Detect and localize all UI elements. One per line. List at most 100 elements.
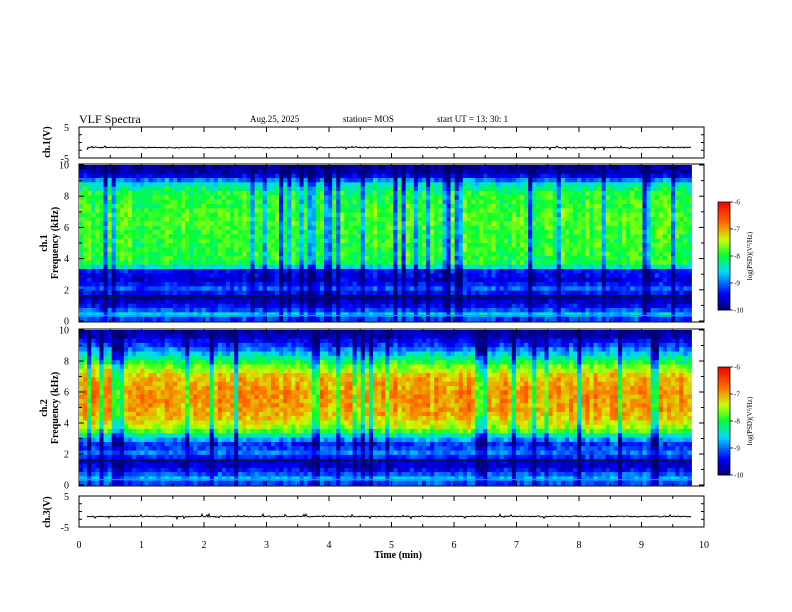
spectrogram-cell bbox=[438, 212, 443, 218]
spectrogram-cell bbox=[270, 191, 276, 196]
spectrogram-cell bbox=[487, 178, 492, 183]
spectrogram-cell bbox=[552, 251, 558, 257]
spectrogram-cell bbox=[626, 308, 631, 313]
spectrogram-cell bbox=[417, 303, 423, 309]
spectrogram-cell bbox=[471, 273, 476, 279]
spectrogram-cell bbox=[262, 273, 268, 279]
spectrogram-cell bbox=[462, 178, 468, 183]
spectrogram-cell bbox=[466, 230, 472, 235]
spectrogram-cell bbox=[348, 264, 353, 270]
spectrogram-cell bbox=[328, 225, 333, 231]
spectrogram-cell bbox=[377, 178, 382, 183]
spectrogram-cell bbox=[177, 199, 182, 205]
spectrogram-cell bbox=[479, 173, 484, 179]
spectrogram-cell bbox=[95, 217, 100, 222]
spectrogram-cell bbox=[377, 186, 382, 192]
spectrogram-cell bbox=[160, 225, 166, 231]
spectrogram-cell bbox=[83, 273, 88, 279]
spectrogram-cell bbox=[397, 277, 402, 283]
spectrogram-cell bbox=[466, 208, 472, 214]
spectrogram-cell bbox=[487, 238, 492, 244]
spectrogram-cell bbox=[511, 316, 517, 322]
spectrogram-cell bbox=[511, 217, 517, 222]
spectrogram-cell bbox=[630, 247, 635, 253]
spectrogram-cell bbox=[487, 251, 492, 257]
spectrogram-cell bbox=[483, 208, 488, 214]
spectrogram-cell bbox=[393, 221, 398, 227]
spectrogram-cell bbox=[548, 286, 554, 292]
spectrogram-cell bbox=[307, 303, 313, 309]
spectrogram-cell bbox=[528, 221, 533, 227]
spectrogram-cell bbox=[515, 234, 521, 240]
spectrogram-cell bbox=[209, 256, 215, 261]
spectrogram-cell bbox=[177, 204, 182, 209]
spectrogram-cell bbox=[79, 303, 84, 309]
spectrogram-cell bbox=[377, 199, 382, 205]
spectrogram-cell bbox=[79, 225, 84, 231]
spectrogram-cell bbox=[585, 204, 590, 209]
spectrogram-cell bbox=[548, 225, 554, 231]
spectrogram-cell bbox=[454, 204, 460, 209]
spectrogram-cell bbox=[140, 286, 145, 292]
spectrogram-cell bbox=[544, 221, 549, 227]
spectrogram-cell bbox=[226, 173, 231, 179]
spectrogram-cell bbox=[364, 195, 370, 201]
spectrogram-cell bbox=[503, 290, 509, 296]
spectrogram-cell bbox=[319, 260, 325, 266]
spectrogram-cell bbox=[434, 264, 439, 270]
spectrogram-cell bbox=[319, 173, 325, 179]
spectrogram-cell bbox=[422, 204, 427, 209]
spectrogram-cell bbox=[556, 178, 562, 183]
spectrogram-cell bbox=[438, 290, 443, 296]
spectrogram-cell bbox=[532, 238, 537, 244]
spectrogram-cell bbox=[626, 243, 631, 248]
spectrogram-cell bbox=[564, 269, 570, 274]
spectrogram-cell bbox=[275, 173, 280, 179]
spectrogram-cell bbox=[491, 199, 496, 205]
spectrogram-cell bbox=[618, 277, 623, 283]
spectrogram-cell bbox=[164, 173, 170, 179]
spectrogram-cell bbox=[99, 264, 104, 270]
spectrogram-cell bbox=[299, 221, 304, 227]
spectrogram-cell bbox=[83, 230, 88, 235]
spectrogram-cell bbox=[471, 247, 476, 253]
spectrogram-cell bbox=[111, 195, 117, 201]
spectrogram-cell bbox=[128, 269, 133, 274]
spectrogram-cell bbox=[630, 316, 635, 322]
spectrogram-cell bbox=[528, 273, 533, 279]
spectrogram-cell bbox=[634, 260, 639, 266]
spectrogram-cell bbox=[230, 264, 235, 270]
spectrogram-cell bbox=[79, 199, 84, 205]
spectrogram-cell bbox=[393, 191, 398, 196]
spectrogram-cell bbox=[577, 230, 582, 235]
spectrogram-cell bbox=[577, 303, 582, 309]
spectrogram-cell bbox=[401, 316, 407, 322]
spectrogram-cell bbox=[601, 308, 607, 313]
spectrogram-cell bbox=[524, 195, 529, 201]
spectrogram-cell bbox=[360, 230, 366, 235]
spectrogram-cell bbox=[172, 273, 178, 279]
spectrogram-cell bbox=[185, 282, 190, 287]
spectrogram-cell bbox=[377, 204, 382, 209]
spectrogram-cell bbox=[560, 234, 566, 240]
spectrogram-cell bbox=[115, 221, 121, 227]
spectrogram-cell bbox=[185, 251, 190, 257]
spectrogram-cell bbox=[348, 260, 353, 266]
spectrogram-cell bbox=[413, 208, 419, 214]
spectrogram-cell bbox=[123, 165, 129, 170]
spectrogram-cell bbox=[87, 286, 92, 292]
spectrogram-cell bbox=[597, 212, 603, 218]
spectrogram-cell bbox=[128, 208, 133, 214]
spectrogram-cell bbox=[618, 238, 623, 244]
spectrogram-cell bbox=[246, 269, 251, 274]
spectrogram-cell bbox=[483, 243, 488, 248]
spectrogram-cell bbox=[564, 247, 570, 253]
spectrogram-cell bbox=[540, 225, 545, 231]
spectrogram-cell bbox=[532, 290, 537, 296]
spectrogram-cell bbox=[136, 243, 141, 248]
spectrogram-cell bbox=[234, 251, 239, 257]
spectrogram-cell bbox=[622, 225, 627, 231]
spectrogram-cell bbox=[189, 186, 194, 192]
spectrogram-cell bbox=[601, 260, 607, 266]
spectrogram-cell bbox=[291, 277, 296, 283]
